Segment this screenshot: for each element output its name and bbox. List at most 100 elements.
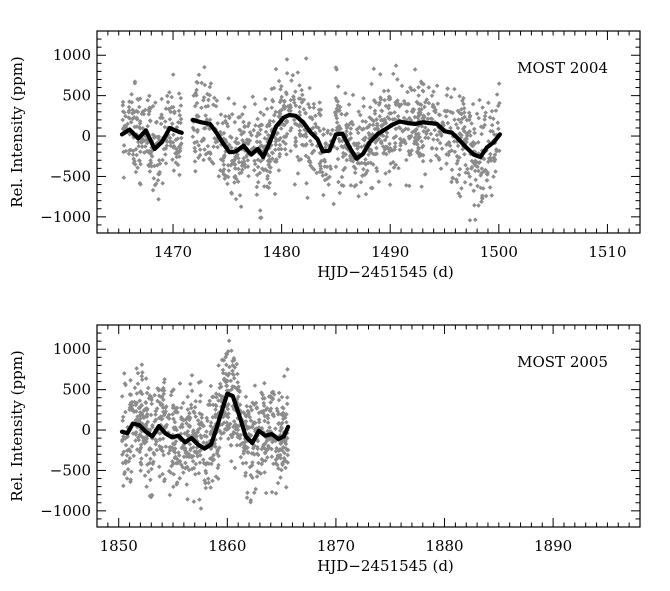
observation-point (282, 122, 287, 128)
observation-point (313, 113, 318, 119)
observation-point (241, 448, 247, 454)
observation-point (233, 426, 239, 432)
observation-point (260, 410, 266, 416)
observation-point (365, 160, 371, 166)
observation-point (147, 93, 152, 99)
panel-most-2004: 1470 1480 1490 1500 1510 −1000 −500 0 500 1000 HJD… (8, 30, 641, 281)
observation-point (431, 137, 436, 142)
observation-point (385, 88, 391, 94)
observation-point (184, 450, 190, 455)
observation-point (335, 103, 341, 108)
observation-point (213, 444, 218, 449)
observation-point (382, 97, 387, 103)
observation-point (270, 411, 276, 417)
observation-point (447, 143, 453, 148)
observation-point (223, 412, 229, 418)
observation-point (317, 169, 323, 175)
observation-point (215, 139, 220, 144)
observation-point (319, 158, 324, 164)
observation-point (244, 154, 249, 159)
observation-point (213, 402, 219, 408)
observation-point (473, 158, 478, 164)
observation-point (162, 424, 167, 430)
observation-point (288, 125, 294, 131)
observation-point (201, 137, 207, 143)
observation-point (265, 151, 270, 157)
observation-point (264, 184, 270, 189)
observation-point (223, 371, 229, 377)
observation-point (404, 183, 409, 188)
observation-point (164, 143, 170, 149)
observation-point (267, 169, 273, 175)
observation-point (224, 352, 230, 357)
observation-point (269, 489, 275, 495)
observation-point (137, 447, 143, 452)
observation-point (223, 139, 229, 145)
observation-point (213, 407, 218, 412)
y-tick-label: 500 (62, 87, 91, 105)
observation-point (463, 170, 469, 175)
observation-point (314, 170, 319, 176)
observation-points (120, 56, 502, 223)
observation-point (142, 473, 148, 478)
observation-point (189, 433, 195, 438)
observation-point (278, 146, 284, 152)
observation-point (491, 155, 497, 161)
observation-point (158, 437, 163, 442)
observation-point (472, 141, 478, 146)
observation-point (185, 429, 191, 434)
observation-point (242, 164, 248, 170)
observation-point (393, 100, 398, 105)
observation-point (120, 460, 126, 466)
observation-point (261, 112, 266, 118)
observation-point (166, 468, 172, 474)
observation-point (419, 123, 425, 129)
observation-point (282, 146, 288, 152)
observation-point (438, 166, 444, 171)
observation-point (476, 115, 482, 121)
observation-point (275, 480, 281, 486)
observation-point (174, 124, 180, 130)
observation-point (384, 134, 390, 140)
observation-point (400, 139, 406, 144)
observation-point (247, 414, 253, 420)
observation-point (267, 180, 272, 186)
observation-point (185, 407, 191, 412)
observation-point (121, 483, 126, 489)
observation-point (164, 139, 170, 145)
observation-point (209, 159, 215, 165)
observation-point (228, 432, 234, 438)
observation-point (141, 111, 147, 117)
observation-point (237, 114, 243, 120)
observation-point (157, 431, 163, 436)
observation-point (406, 134, 412, 139)
observation-point (247, 425, 253, 430)
observation-point (267, 408, 273, 413)
observation-point (454, 153, 460, 159)
observation-point (265, 428, 270, 434)
observation-point (435, 101, 441, 107)
observation-point (126, 115, 131, 120)
observation-point (397, 126, 403, 131)
observation-point (166, 106, 172, 112)
observation-point (197, 422, 203, 427)
observation-point (153, 417, 159, 422)
observation-point (248, 499, 253, 505)
observation-point (201, 97, 206, 103)
observation-point (127, 132, 133, 137)
observation-point (184, 464, 190, 470)
observation-point (461, 101, 466, 107)
observation-point (318, 166, 324, 172)
observation-point (177, 475, 183, 481)
observation-point (170, 72, 176, 77)
observation-point (346, 102, 352, 107)
observation-point (248, 404, 253, 410)
observation-point (136, 143, 142, 149)
observation-point (167, 135, 173, 141)
observation-point (144, 140, 150, 146)
observation-point (273, 461, 279, 466)
observation-point (462, 124, 467, 130)
observation-point (293, 103, 299, 108)
observation-point (181, 442, 186, 448)
observation-point (148, 412, 154, 418)
